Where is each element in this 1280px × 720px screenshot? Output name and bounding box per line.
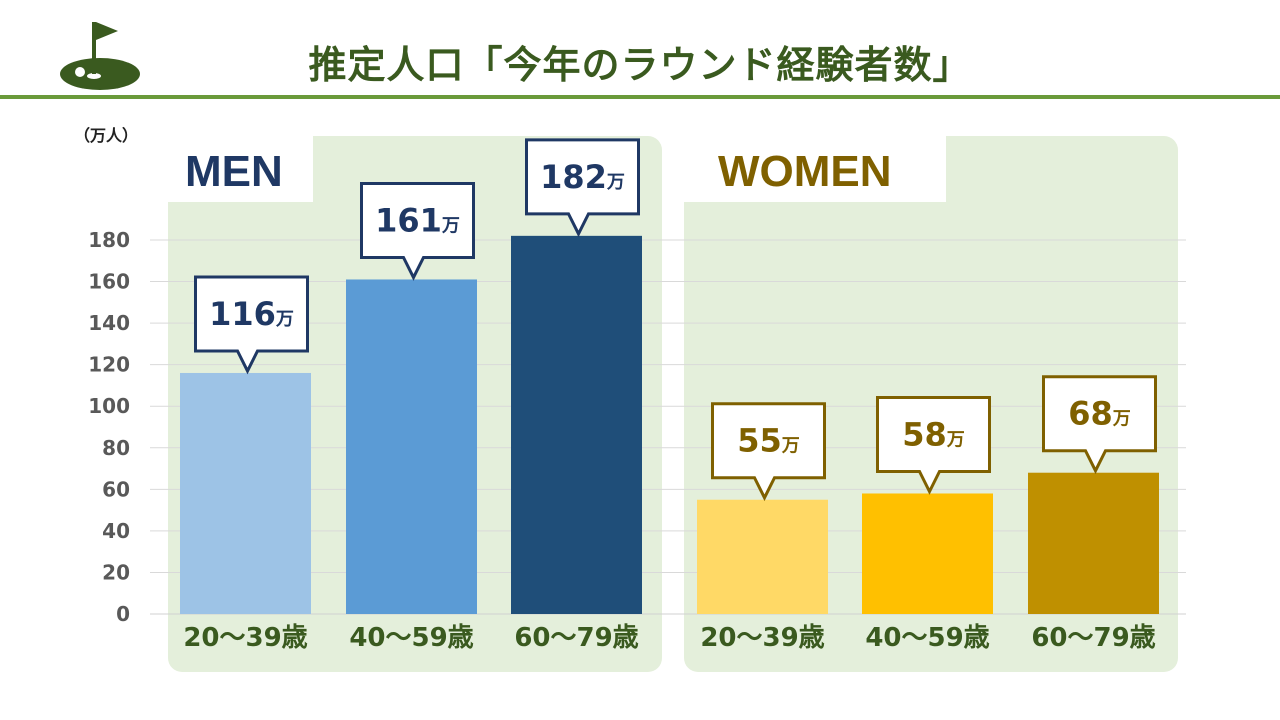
panel-title-tab (682, 134, 946, 202)
value-callout (876, 395, 991, 495)
x-category-label: 60～79歳 (514, 623, 638, 653)
x-category-label: 40～59歳 (865, 623, 989, 653)
panel-title: WOMEN (718, 147, 892, 196)
y-tick-label: 180 (88, 228, 130, 252)
bar (862, 493, 993, 614)
value-callout (194, 275, 309, 375)
panel-title-tab (166, 134, 313, 202)
bar (1028, 472, 1159, 614)
value-callout (711, 402, 826, 502)
bar (697, 499, 828, 614)
bar (346, 279, 477, 614)
bar (511, 235, 642, 614)
y-tick-label: 60 (102, 477, 130, 501)
value-label: 116万 (209, 295, 294, 333)
y-tick-label: 120 (88, 353, 130, 377)
golf-flag-icon (60, 22, 140, 90)
value-label: 55万 (737, 422, 800, 460)
value-label: 161万 (375, 201, 460, 239)
header: 推定人口「今年のラウンド経験者数」 (0, 0, 1280, 100)
value-label: 182万 (540, 158, 625, 196)
x-category-label: 40～59歳 (349, 623, 473, 653)
y-tick-label: 80 (102, 436, 130, 460)
y-tick-label: 0 (116, 602, 130, 626)
value-callout (1042, 375, 1157, 475)
value-callout (525, 138, 640, 238)
x-category-label: 20～39歳 (700, 623, 824, 653)
y-tick-label: 40 (102, 519, 130, 543)
x-category-label: 60～79歳 (1031, 623, 1155, 653)
value-label: 58万 (902, 415, 965, 453)
bar (180, 372, 311, 614)
y-tick-label: 160 (88, 270, 130, 294)
panel-title: MEN (185, 147, 283, 196)
y-tick-label: 140 (88, 311, 130, 335)
page-title: 推定人口「今年のラウンド経験者数」 (308, 43, 972, 87)
x-category-label: 20～39歳 (183, 623, 307, 653)
value-callout (360, 181, 475, 281)
y-axis-unit-label: （万人） (74, 126, 139, 145)
y-tick-label: 20 (102, 560, 130, 584)
title-underline (0, 95, 1280, 99)
value-label: 68万 (1068, 395, 1131, 433)
y-tick-label: 100 (88, 394, 130, 418)
